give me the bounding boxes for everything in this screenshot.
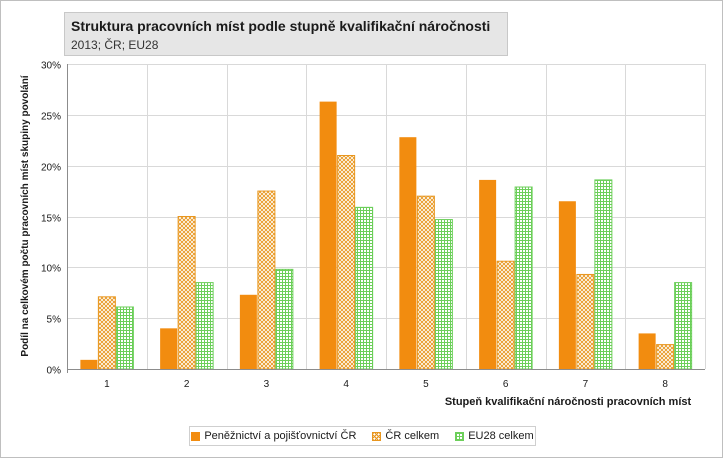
legend-item-cr: ČR celkem [372,430,439,442]
bar-banking-8 [638,333,656,369]
y-tick-label: 15% [41,214,61,225]
bar-eu28-6 [514,186,533,370]
legend-item-eu28: EU28 celkem [455,430,534,442]
y-tick-label: 0% [47,366,62,377]
bar-cr-7 [576,273,595,370]
bar-eu28-5 [434,219,453,370]
bar-cr-1 [97,296,116,370]
x-tick-label: 2 [184,379,190,390]
y-tick-label: 5% [47,315,62,326]
bar-eu28-8 [674,282,693,370]
bar-cr-8 [656,344,675,370]
bar-banking-4 [319,101,337,369]
x-tick-label: 6 [503,379,509,390]
y-tick-label: 25% [41,112,61,123]
x-tick-label: 8 [662,379,668,390]
y-tick-label: 20% [41,163,61,174]
legend-label-cr: ČR celkem [385,430,440,442]
bar-cr-4 [337,155,356,370]
bar-eu28-7 [594,179,613,370]
bar-banking-3 [239,294,257,369]
y-tick-label: 30% [41,61,61,72]
chart-title: Struktura pracovních míst podle stupně k… [71,18,491,34]
bar-cr-2 [177,216,196,370]
bar-banking-2 [160,328,178,369]
x-tick-label: 3 [264,379,270,390]
bar-eu28-3 [275,268,294,370]
y-tick-label: 10% [41,264,61,275]
bar-banking-5 [399,137,417,369]
bar-banking-6 [479,179,497,369]
bar-eu28-2 [195,282,214,370]
x-tick-label: 4 [343,379,349,390]
chart-title-box: Struktura pracovních míst podle stupně k… [64,12,508,56]
legend-swatch-cr [372,431,382,441]
bar-eu28-1 [115,306,134,370]
x-tick-label: 7 [583,379,589,390]
chart-legend: Peněžnictví a pojišťovnictví ČR ČR celke… [189,426,536,446]
legend-label-banking: Peněžnictví a pojišťovnictví ČR [204,430,357,442]
chart-subtitle: 2013; ČR; EU28 [71,38,159,52]
legend-swatch-banking [191,431,201,441]
bar-banking-1 [80,359,98,369]
y-axis-label: Podíl na celkovém počtu pracovních míst … [20,74,31,356]
x-tick-label: 5 [423,379,429,390]
x-tick-label: 1 [104,379,110,390]
legend-swatch-eu28 [455,431,465,441]
bar-cr-3 [257,190,276,370]
legend-item-banking: Peněžnictví a pojišťovnictví ČR [191,430,356,442]
legend-label-eu28: EU28 celkem [468,430,534,442]
x-axis-label: Stupeň kvalifikační náročnosti pracovníc… [445,396,692,408]
bar-eu28-4 [355,206,374,370]
bar-banking-7 [558,201,576,369]
bar-cr-5 [416,195,435,370]
bar-cr-6 [496,260,515,370]
